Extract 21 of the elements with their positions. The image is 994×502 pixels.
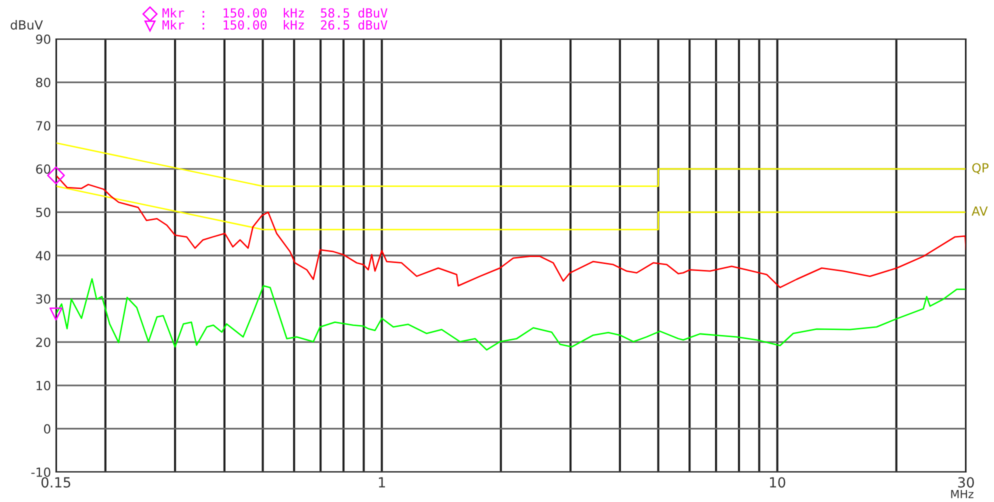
y-tick-label: 10 xyxy=(36,380,50,390)
x-tick-label: 1 xyxy=(378,477,385,488)
y-tick-label: 50 xyxy=(36,208,50,218)
text: Mkr : 150.00 kHz 58.5 dBuV xyxy=(162,8,388,18)
y-tick-label: 0 xyxy=(44,424,50,434)
series-label: AV xyxy=(972,206,988,216)
y-tick-label: 80 xyxy=(36,78,50,88)
y-tick-label: 90 xyxy=(36,34,50,44)
x-tick-label: 30 xyxy=(958,477,974,488)
y-tick-label: 60 xyxy=(36,164,50,174)
x-tick-label: 0.15 xyxy=(41,477,70,488)
x-axis-title: MHz xyxy=(951,490,974,498)
x-tick-label: 10 xyxy=(770,477,786,488)
series-label: QP xyxy=(972,163,989,174)
y-axis-title: dBuV xyxy=(10,20,43,30)
y-tick-label: 70 xyxy=(36,121,50,131)
y-tick-label: 30 xyxy=(36,294,50,304)
y-tick-label: -10 xyxy=(31,467,50,477)
text: Mkr : 150.00 kHz 26.5 dBuV xyxy=(162,20,388,30)
y-tick-label: 40 xyxy=(36,250,50,260)
y-tick-label: 20 xyxy=(36,338,50,348)
